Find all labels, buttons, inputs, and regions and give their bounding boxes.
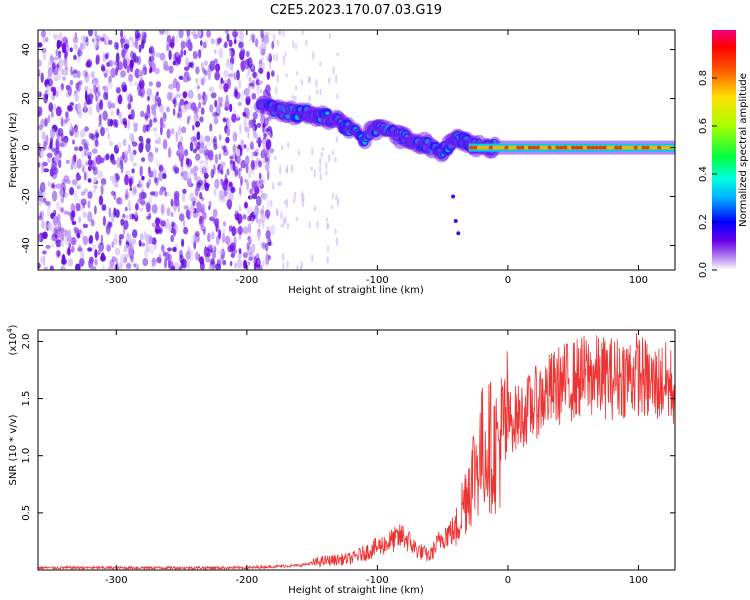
stray-point [456,231,461,236]
tone-peak [586,145,591,150]
tone-peak [657,145,662,150]
tone-peak [500,145,505,150]
tone-peak [535,145,541,150]
tone-peak [551,145,556,150]
figure-title: C2E5.2023.170.07.03.G19 [270,3,442,18]
tone-peak [469,145,474,150]
colorbar-label: Normalized spectral amplitude [738,73,749,227]
tone-peak [555,145,560,150]
tone-peak [594,145,599,150]
snr-ylabel: SNR (10 * v/v) [8,414,19,485]
tone-peak [473,145,478,150]
snr-series-line [38,332,675,570]
spectrogram-xtick-label: -100 [366,275,389,286]
tone-peak [598,145,603,150]
tone-peak [661,145,666,150]
spectrogram-ytick-label: -20 [21,188,32,204]
stray-point [453,219,458,224]
tone-peak [524,145,529,150]
spectrogram-xlabel: Height of straight line (km) [288,285,424,296]
tone-peak [614,145,619,150]
colorbar-gradient [712,30,736,270]
snr-xtick-label: -300 [105,575,128,586]
spectrogram-panel: -300 -200 -100 0 100 40 20 0 -20 -40 Height of s… [8,29,676,296]
spectrogram-xtick-label: -200 [236,275,259,286]
colorbar-tick-label: 0.8 [698,70,709,86]
snr-ytick-label: 2.0 [21,333,32,349]
tone-peak [492,145,498,150]
tone-peak [488,145,494,150]
tone-peak [539,145,545,150]
tone-peak [508,145,513,150]
tone-peak [484,145,490,150]
tone-peak [590,145,595,150]
tone-peak [618,145,623,150]
tone-peak [621,145,627,150]
stray-point [451,194,456,199]
noise-speckle [38,30,340,270]
tone-peak [649,145,654,150]
tone-peak [665,145,670,150]
colorbar-tick-label: 0.6 [698,118,709,134]
tone-peak [559,145,564,150]
tone-peak [629,145,635,150]
tone-peak [637,145,642,150]
spectrogram-ytick-label: 0 [21,144,32,150]
spectrogram-ytick-label: 40 [21,43,32,56]
tone-peak [582,145,588,150]
tone-peak [477,145,482,150]
tone-peak [516,145,521,150]
signal-trace [253,95,675,236]
tone-peak [606,145,611,150]
tone-peak [496,145,501,150]
tone-peak [602,145,607,150]
spectrogram-ylabel: Frequency (Hz) [8,112,19,188]
spectrogram-ytick-label: -40 [21,237,32,253]
colorbar-tick-label: 0.4 [698,166,709,182]
spectrogram-xtick-label: 100 [629,275,648,286]
tone-peak [574,145,580,150]
snr-multiplier: (x104) [6,324,19,355]
tone-peak [504,145,509,150]
tone-peak [641,145,646,150]
tone-peak [512,145,517,150]
colorbar-tick-label: 0.0 [698,262,709,278]
spectrogram-xtick-label: 0 [505,275,511,286]
colorbar-tick-label: 0.2 [698,214,709,230]
spectrogram-ytick-label: 20 [21,92,32,105]
tone-peak [520,145,525,150]
snr-xtick-label: 100 [629,575,648,586]
tone-peak [633,145,638,150]
snr-frame [37,329,676,571]
tone-peak [578,145,584,150]
tone-peak [567,145,572,150]
tone-peak [625,145,631,150]
tone-peak [547,145,552,150]
snr-panel: -300 -200 -100 0 100 0.5 1.0 1.5 2.0 Height of … [6,324,676,596]
tone-peak [610,145,615,150]
tone-peak [480,145,486,150]
tone-peak [527,145,533,150]
tone-peak [571,145,576,150]
snr-xtick-label: 0 [505,575,511,586]
tone-peak [563,145,568,150]
snr-xtick-label: -100 [366,575,389,586]
snr-ytick-label: 1.5 [21,391,32,407]
tone-peak [543,145,548,150]
tone-peak [531,145,537,150]
snr-ytick-label: 1.0 [21,448,32,464]
colorbar: 0.0 0.2 0.4 0.6 0.8 Normalized spectral ampl… [698,30,749,278]
snr-xtick-label: -200 [236,575,259,586]
snr-ytick-label: 0.5 [21,505,32,521]
tone-peak [645,145,650,150]
spectrogram-xtick-label: -300 [105,275,128,286]
snr-xlabel: Height of straight line (km) [288,585,424,596]
spectrogram-frame [37,29,676,271]
tone-peak [653,145,658,150]
